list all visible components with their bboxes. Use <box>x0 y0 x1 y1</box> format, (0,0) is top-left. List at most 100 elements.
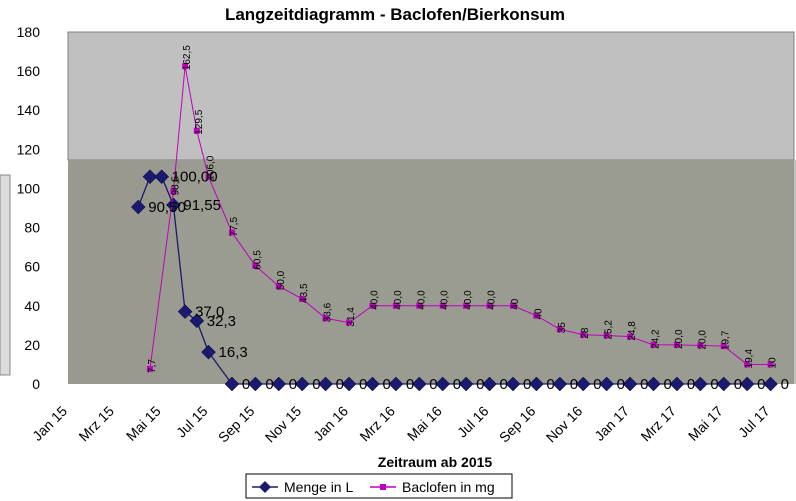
menge-point <box>142 169 158 185</box>
baclofen-point <box>627 333 634 340</box>
menge-data-label: 0 <box>265 376 273 393</box>
menge-point <box>154 169 170 185</box>
baclofen-point <box>369 302 376 309</box>
menge-data-label: 0 <box>336 376 344 393</box>
plot-area-upper <box>67 31 795 161</box>
x-tick-label: Nov 16 <box>543 403 586 446</box>
menge-point <box>341 376 357 392</box>
baclofen-point <box>744 361 751 368</box>
menge-point <box>482 376 497 392</box>
left-panel <box>0 174 11 376</box>
baclofen-point <box>439 302 446 309</box>
menge-point <box>552 376 568 392</box>
baclofen-data-label: 33,6 <box>323 302 334 322</box>
baclofen-point <box>146 365 153 372</box>
menge-point <box>271 376 287 392</box>
legend-box <box>245 473 513 499</box>
menge-data-label: 0 <box>781 376 789 393</box>
baclofen-point <box>509 302 516 309</box>
y-tick-label: 160 <box>17 63 41 79</box>
menge-point <box>224 376 240 392</box>
menge-data-label: 0 <box>500 376 508 393</box>
menge-data-label: 0 <box>687 376 695 393</box>
baclofen-data-label: 7,7 <box>147 359 158 373</box>
menge-point <box>646 376 661 392</box>
x-axis-title: Zeitraum ab 2015 <box>378 454 493 470</box>
baclofen-point <box>463 302 470 309</box>
legend-label: Baclofen in mg <box>402 479 495 495</box>
legend-marker <box>259 481 271 493</box>
baclofen-data-label: 40 <box>510 298 521 310</box>
menge-point <box>130 199 146 215</box>
x-tick-label: Jul 15 <box>173 403 211 441</box>
baclofen-data-label: 40,0 <box>393 290 404 310</box>
menge-point <box>622 376 638 392</box>
baclofen-data-label: 35 <box>557 322 568 334</box>
menge-data-label: 0 <box>476 376 484 393</box>
baclofen-data-label: 28 <box>580 327 591 339</box>
baclofen-point <box>650 341 657 348</box>
menge-data-label: 0 <box>523 376 531 393</box>
menge-data-label: 0 <box>640 376 648 393</box>
baclofen-point <box>673 341 680 348</box>
x-tick-label: Jan 17 <box>591 403 632 444</box>
baclofen-data-label: 43,5 <box>299 283 310 303</box>
x-tick-label: Mrz 17 <box>637 403 679 445</box>
baclofen-data-label: 10 <box>768 357 779 369</box>
baclofen-data-label: 98,5 <box>170 175 181 195</box>
menge-data-label: 16,3 <box>219 344 248 361</box>
menge-data-label: 32,3 <box>207 313 236 330</box>
x-tick-label: Sep 15 <box>215 403 258 446</box>
chart-title: Langzeitdiagramm - Baclofen/Bierkonsum <box>225 5 565 24</box>
x-tick-label: Jul 17 <box>735 403 773 441</box>
menge-point <box>458 376 474 392</box>
baclofen-data-label: 50,0 <box>276 270 287 290</box>
baclofen-point <box>170 188 177 195</box>
baclofen-point <box>346 319 353 326</box>
baclofen-data-label: 106,0 <box>206 155 217 180</box>
x-tick-label: Jul 16 <box>454 403 492 441</box>
legend-label: Menge in L <box>284 479 353 495</box>
menge-point <box>692 376 708 392</box>
baclofen-data-label: 129,5 <box>194 109 205 134</box>
menge-data-label: 0 <box>359 376 367 393</box>
baclofen-point <box>533 312 540 319</box>
menge-data-label: 0 <box>242 376 250 393</box>
menge-data-label: 0 <box>382 376 390 393</box>
x-tick-label: Mai 17 <box>685 403 726 444</box>
menge-data-label: 0 <box>570 376 578 393</box>
y-tick-label: 180 <box>17 24 41 40</box>
menge-point <box>201 344 216 360</box>
menge-point <box>575 376 591 392</box>
x-tick-label: Mrz 16 <box>356 403 398 445</box>
menge-point <box>177 304 193 319</box>
menge-data-label: 0 <box>593 376 601 393</box>
baclofen-data-label: 19,7 <box>721 330 732 350</box>
baclofen-point <box>275 283 282 290</box>
menge-point <box>365 376 380 392</box>
baclofen-point <box>252 262 259 269</box>
menge-data-label: 90,50 <box>148 199 186 216</box>
baclofen-point <box>322 315 329 322</box>
menge-point <box>739 376 755 392</box>
baclofen-point <box>299 295 306 302</box>
x-tick-label: Nov 15 <box>262 403 305 446</box>
baclofen-point <box>697 342 704 349</box>
baclofen-data-label: 24,8 <box>627 321 638 341</box>
menge-data-label: 0 <box>734 376 742 393</box>
x-axis: Jan 15 Mrz 15 Mai 15 Jul 15 Sep 15 Nov 15 Jan … <box>29 403 773 446</box>
center-panel <box>160 160 796 384</box>
baclofen-data-label: 162,5 <box>182 45 193 70</box>
baclofen-point <box>228 229 235 236</box>
legend: Menge in L Baclofen in mg <box>245 473 513 499</box>
y-axis: 0 20 40 60 80 100 120 140 160 180 <box>17 24 41 392</box>
menge-point <box>505 376 521 392</box>
menge-data-label: 0 <box>406 376 414 393</box>
baclofen-point <box>416 302 423 309</box>
x-tick-label: Mai 16 <box>404 403 445 444</box>
menge-point <box>411 376 427 392</box>
menge-data-label: 0 <box>663 376 671 393</box>
baclofen-data-label: 20,0 <box>697 330 708 350</box>
x-tick-label: Sep 16 <box>496 403 539 446</box>
